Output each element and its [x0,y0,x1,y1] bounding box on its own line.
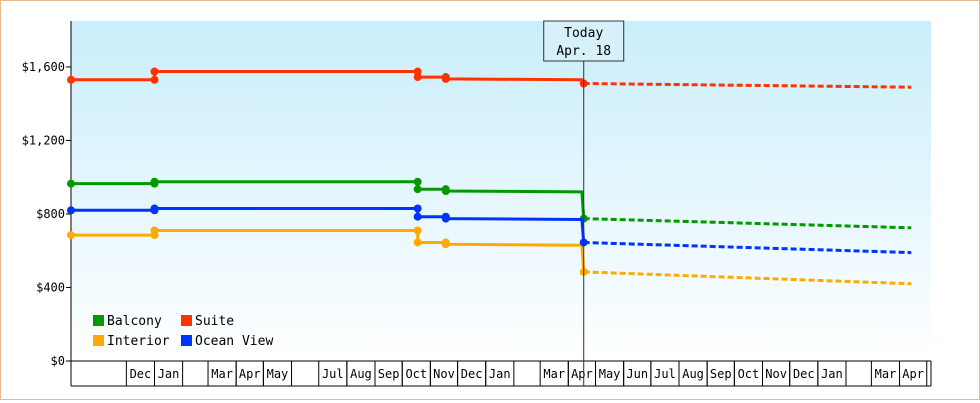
x-month-label: Mar [543,367,565,381]
x-month-label: Dec [793,367,815,381]
x-month-label: Jul [322,367,344,381]
series-suite [67,67,912,89]
today-box [543,20,625,62]
series-point [150,226,159,235]
legend-swatch [93,335,104,346]
series-point [150,177,159,186]
series-point [441,240,450,249]
series-point [413,67,422,76]
series-point [413,185,422,194]
x-month-label: Oct [405,367,427,381]
series-point [413,226,422,235]
series-point [67,179,75,188]
x-month-label: Jan [489,367,511,381]
series-point [150,204,159,213]
x-axis: Dec Jan Mar Apr May Jul Aug Sep Oct Nov Dec Jan Mar A… [71,360,932,387]
legend-label: Interior [107,334,170,349]
y-tick-label: $800 [36,207,65,221]
series-point [413,204,422,213]
x-month-label: May [599,367,621,381]
series-forecast-line [583,82,912,89]
x-month-label: Nov [765,367,787,381]
series-point [150,75,159,84]
y-axis: $0 $400 $800 $1,200 $1,600 [22,21,72,386]
series-ocean-view [67,204,912,255]
x-month-label: Apr [571,367,593,381]
series-point [413,177,422,186]
x-month-label: Apr [902,367,924,381]
series-point [413,73,422,82]
series-interior [67,226,912,286]
x-month-label: Jun [626,367,648,381]
series-point [67,206,75,215]
series-point [441,187,450,195]
x-month-label: Oct [738,367,760,381]
x-month-label: May [267,367,289,381]
x-month-label: Dec [461,367,483,381]
x-month-label: Dec [130,367,152,381]
series-point [413,238,422,247]
series-point [67,75,75,84]
today-label: Today [564,26,603,41]
x-month-label: Apr [239,367,261,381]
y-tick-label: $400 [36,280,65,294]
x-month-label: Mar [211,367,233,381]
x-month-label: Aug [682,367,704,381]
series-forecast-line [583,217,912,230]
series-forecast-line [583,241,912,255]
x-month-label: Sep [378,367,400,381]
legend-swatch [93,315,104,326]
series-point [67,231,75,240]
legend-swatch [181,315,192,326]
x-month-label: Sep [710,367,732,381]
x-month-label: Jul [654,367,676,381]
legend-label: Ocean View [195,334,273,349]
x-month-label: Jan [821,367,843,381]
today-marker: Today Apr. 18 [543,20,625,386]
series-point [441,74,450,83]
x-month-label: Aug [350,367,372,381]
series-point [150,67,159,76]
x-month-label: Nov [433,367,455,381]
x-month-label: Jan [158,367,180,381]
today-date: Apr. 18 [556,44,611,59]
legend: Balcony Suite Interior Ocean View [93,314,273,349]
legend-label: Suite [195,314,234,329]
y-tick-label: $1,200 [22,133,65,147]
series-point [441,214,450,223]
legend-swatch [181,335,192,346]
x-month-label: Mar [875,367,897,381]
series-forecast-line [583,270,912,286]
y-tick-label: $0 [51,354,65,368]
series-layer [67,67,912,286]
legend-label: Balcony [107,314,162,329]
series-point [413,212,422,221]
y-tick-label: $1,600 [22,60,65,74]
